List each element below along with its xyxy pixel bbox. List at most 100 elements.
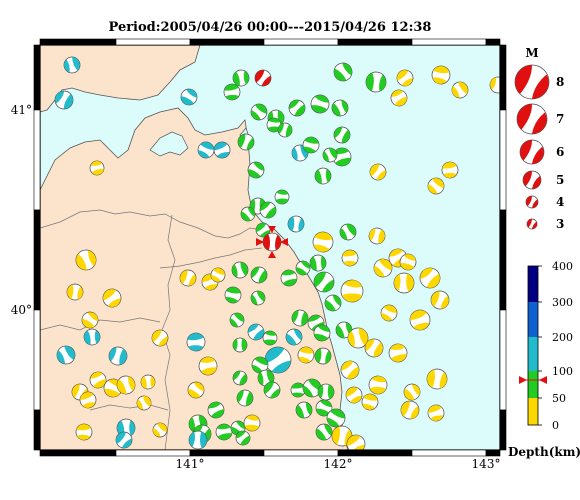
magnitude-legend-label: 3 [556, 217, 564, 231]
event-beachball [266, 117, 282, 133]
lon-tick-142: 142° [324, 457, 353, 471]
event-beachball [207, 401, 225, 419]
event-beachball [369, 163, 387, 181]
depth-band-100-200 [528, 337, 538, 371]
depth-band-200-300 [528, 302, 538, 337]
event-beachball [136, 395, 152, 411]
event-beachball [232, 69, 250, 87]
event-beachball [324, 294, 342, 312]
depth-colorbar: 400 300 200 100 50 0 Depth(km) [508, 260, 580, 459]
depth-unit-label: Depth(km) [508, 445, 580, 459]
event-beachball [277, 122, 293, 138]
event-beachball [400, 400, 420, 420]
event-beachball [345, 386, 363, 404]
lon-tick-141: 141° [176, 457, 205, 471]
event-beachball [197, 141, 215, 159]
map-frame [33, 38, 507, 457]
magnitude-legend-ball [514, 64, 550, 100]
lon-tick-143: 143° [472, 457, 501, 471]
event-beachball [75, 249, 97, 271]
event-beachball [215, 423, 233, 441]
event-beachball [340, 360, 360, 380]
event-beachball [262, 330, 278, 346]
magnitude-legend: 8 7 6 5 4 3 [514, 64, 564, 231]
event-beachball [396, 69, 414, 87]
event-beachball [235, 430, 251, 446]
event-beachball [108, 346, 128, 366]
event-beachball [426, 368, 448, 390]
event-beachball [280, 269, 298, 287]
event-beachball [151, 329, 169, 347]
event-beachball [188, 430, 208, 450]
event-beachball [333, 62, 353, 82]
event-beachball [346, 434, 366, 450]
event-beachball [89, 371, 107, 389]
event-beachball [259, 201, 277, 219]
event-beachball [115, 431, 133, 449]
event-beachball [340, 279, 364, 303]
event-beachball [232, 337, 248, 353]
event-beachball [236, 389, 254, 407]
lat-tick-40: 40° [11, 303, 32, 317]
event-beachball [75, 423, 93, 441]
depth-label-50: 50 [552, 392, 566, 405]
event-beachball [380, 304, 398, 322]
event-beachball [315, 423, 333, 441]
event-beachball [368, 227, 386, 245]
event-beachball [403, 383, 421, 401]
event-beachball [326, 408, 346, 428]
event-beachball [250, 266, 268, 284]
event-beachball [393, 272, 415, 294]
event-beachball [263, 381, 281, 399]
event-beachball [310, 94, 330, 114]
event-beachball [390, 89, 408, 107]
event-beachball [56, 345, 76, 365]
event-beachball [180, 88, 198, 106]
event-beachball [297, 346, 315, 364]
event-beachball [317, 383, 335, 401]
magnitude-legend-ball [516, 103, 548, 135]
event-beachball [315, 399, 333, 417]
event-beachball [295, 260, 311, 276]
event-beachball [89, 160, 105, 176]
event-beachball [441, 161, 459, 179]
earthquake-events [54, 56, 500, 450]
magnitude-legend-label: 5 [556, 173, 564, 187]
event-beachball [254, 69, 272, 87]
event-beachball [388, 343, 408, 363]
magnitude-legend-label: 7 [556, 112, 564, 126]
magnitude-legend-label: 4 [556, 195, 564, 209]
lake-mutsu-bay [149, 131, 189, 157]
event-beachball [409, 309, 431, 331]
event-beachball [79, 391, 97, 409]
event-beachball [313, 324, 331, 342]
event-beachball [213, 141, 231, 159]
event-beachball [54, 90, 74, 110]
event-beachball [312, 231, 334, 253]
event-beachball [247, 323, 265, 341]
event-beachball [152, 422, 168, 438]
event-beachball [399, 253, 417, 271]
event-beachball [332, 147, 352, 167]
event-beachball [83, 328, 101, 346]
event-beachball [250, 290, 266, 306]
event-beachball [430, 290, 450, 310]
depth-band-0-50 [528, 398, 538, 425]
event-beachball [361, 393, 379, 411]
depth-label-100: 100 [552, 365, 573, 378]
prefecture-boundaries [40, 209, 277, 450]
event-beachball [368, 375, 388, 395]
depth-band-50-100 [528, 371, 538, 398]
event-beachball [198, 356, 218, 376]
event-beachball [427, 177, 445, 195]
depth-label-200: 200 [552, 331, 573, 344]
event-beachball [186, 332, 206, 352]
depth-label-400: 400 [552, 260, 573, 273]
depth-label-300: 300 [552, 296, 573, 309]
event-beachball [255, 222, 271, 238]
event-beachball [419, 267, 441, 289]
event-beachball [179, 269, 197, 287]
event-beachball [291, 309, 309, 327]
mainshock-marker [256, 226, 288, 258]
magnitude-legend-ball [519, 139, 545, 165]
